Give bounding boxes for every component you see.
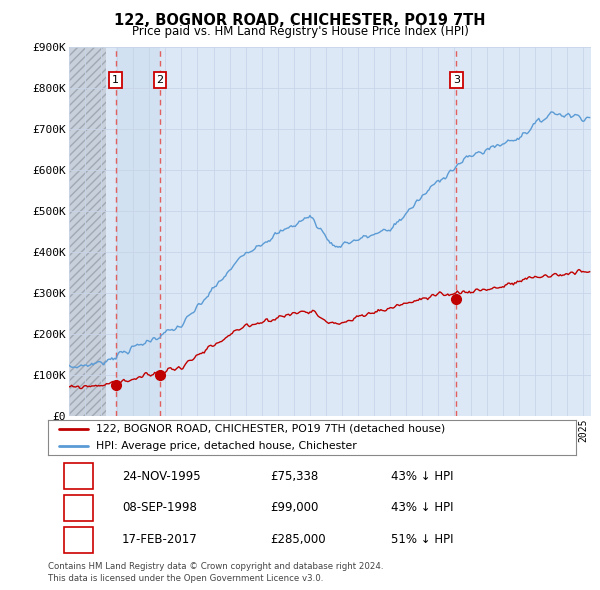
Text: Contains HM Land Registry data © Crown copyright and database right 2024.: Contains HM Land Registry data © Crown c… bbox=[48, 562, 383, 571]
Text: 17-FEB-2017: 17-FEB-2017 bbox=[122, 533, 197, 546]
Text: £285,000: £285,000 bbox=[270, 533, 325, 546]
Text: This data is licensed under the Open Government Licence v3.0.: This data is licensed under the Open Gov… bbox=[48, 574, 323, 583]
Bar bbox=[69, 47, 106, 416]
Text: 43% ↓ HPI: 43% ↓ HPI bbox=[391, 470, 454, 483]
Text: 122, BOGNOR ROAD, CHICHESTER, PO19 7TH: 122, BOGNOR ROAD, CHICHESTER, PO19 7TH bbox=[114, 13, 486, 28]
Bar bbox=[116, 47, 160, 416]
Bar bbox=[64, 463, 93, 489]
Text: 43% ↓ HPI: 43% ↓ HPI bbox=[391, 502, 454, 514]
Text: HPI: Average price, detached house, Chichester: HPI: Average price, detached house, Chic… bbox=[95, 441, 356, 451]
Text: 3: 3 bbox=[74, 533, 82, 546]
Text: 122, BOGNOR ROAD, CHICHESTER, PO19 7TH (detached house): 122, BOGNOR ROAD, CHICHESTER, PO19 7TH (… bbox=[95, 424, 445, 434]
Text: 1: 1 bbox=[74, 470, 82, 483]
Bar bbox=[64, 527, 93, 553]
Text: 51% ↓ HPI: 51% ↓ HPI bbox=[391, 533, 454, 546]
Text: 1: 1 bbox=[112, 75, 119, 85]
Text: £99,000: £99,000 bbox=[270, 502, 318, 514]
Text: 3: 3 bbox=[453, 75, 460, 85]
Text: 08-SEP-1998: 08-SEP-1998 bbox=[122, 502, 197, 514]
Text: 2: 2 bbox=[74, 502, 82, 514]
Text: £75,338: £75,338 bbox=[270, 470, 318, 483]
Text: Price paid vs. HM Land Registry's House Price Index (HPI): Price paid vs. HM Land Registry's House … bbox=[131, 25, 469, 38]
Text: 24-NOV-1995: 24-NOV-1995 bbox=[122, 470, 200, 483]
Bar bbox=[64, 495, 93, 521]
Text: 2: 2 bbox=[157, 75, 164, 85]
